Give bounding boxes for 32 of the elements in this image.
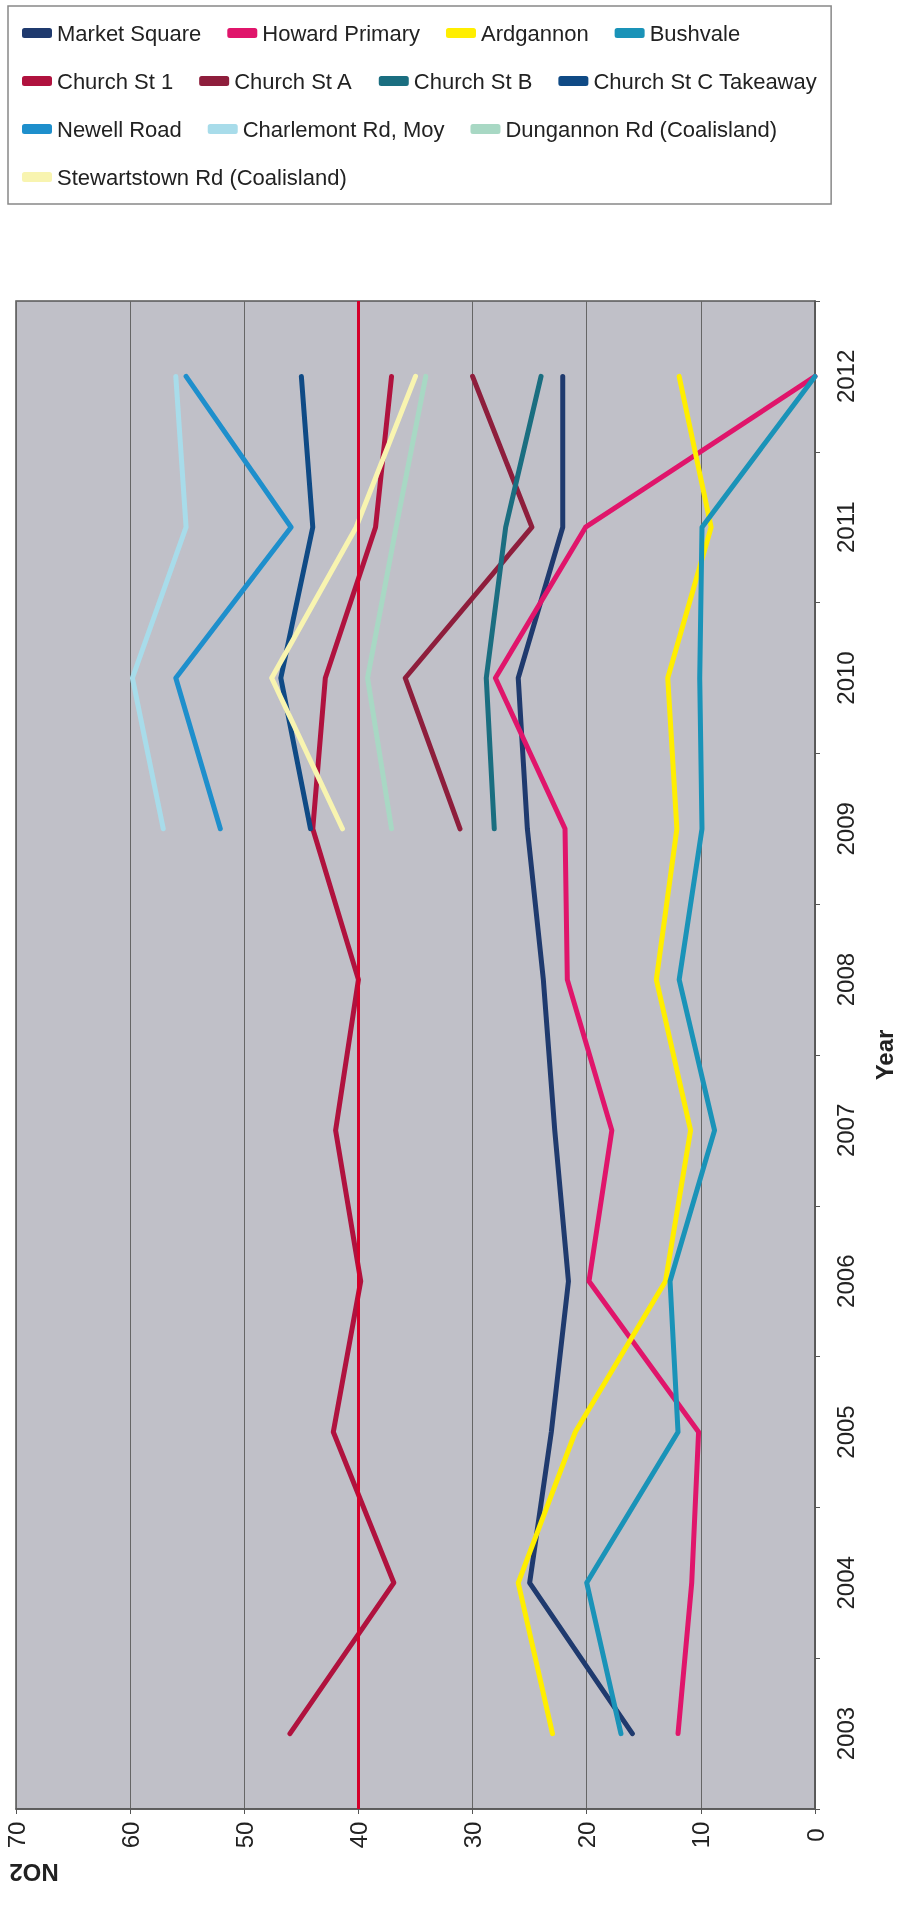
y-tick-label: 2009: [831, 802, 859, 856]
x-tick-label: 30: [459, 1821, 487, 1849]
legend-label: Newell Road: [57, 116, 182, 142]
legend-label: Church St B: [413, 68, 533, 94]
y-tick-label: 2008: [831, 952, 859, 1007]
x-tick-label: 60: [116, 1821, 144, 1849]
legend-label: Church St C Takeaway: [593, 68, 817, 94]
y-tick-label: 2006: [831, 1254, 859, 1308]
y-tick-label: 2003: [831, 1706, 859, 1761]
legend-label: Charlemont Rd, Moy: [242, 116, 445, 142]
y-tick-label: 2010: [831, 651, 859, 705]
x-tick-label: 40: [344, 1821, 372, 1849]
legend-label: Stewartstown Rd (Coalisland): [57, 164, 347, 190]
x-tick-label: 50: [230, 1821, 258, 1849]
legend-label: Dungannon Rd (Coalisland): [505, 116, 777, 142]
legend-label: Howard Primary: [262, 20, 420, 46]
x-tick-label: 70: [2, 1821, 30, 1849]
legend-label: Bushvale: [649, 20, 741, 46]
y-tick-label: 2004: [831, 1556, 859, 1610]
y-tick-label: 2005: [831, 1405, 859, 1459]
legend-label: Church St 1: [57, 68, 174, 94]
legend-label: Church St A: [234, 68, 352, 94]
y-axis-title: Year: [870, 1029, 898, 1081]
y-tick-label: 2012: [831, 349, 859, 404]
x-tick-label: 0: [801, 1828, 829, 1842]
x-axis-title: NO2: [9, 1858, 59, 1886]
legend-label: Ardgannon: [480, 20, 589, 46]
x-tick-label: 20: [573, 1821, 601, 1849]
legend-label: Market Square: [57, 20, 202, 46]
y-tick-label: 2007: [831, 1103, 859, 1158]
x-tick-label: 10: [687, 1821, 715, 1849]
y-tick-label: 2011: [831, 501, 859, 553]
